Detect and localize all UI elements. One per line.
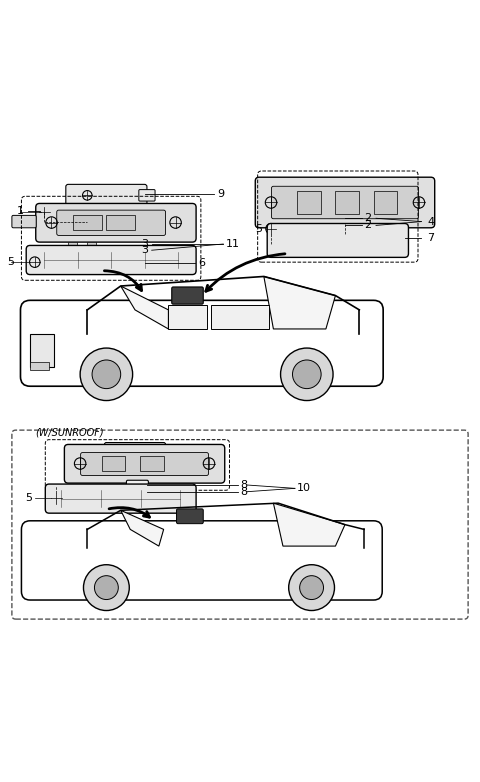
FancyBboxPatch shape (160, 445, 174, 455)
Bar (373, 191, 397, 214)
Circle shape (300, 576, 324, 600)
Bar (102, 457, 125, 471)
Text: 8: 8 (240, 486, 247, 497)
FancyBboxPatch shape (81, 453, 208, 475)
Text: 9: 9 (217, 189, 225, 199)
Text: 8: 8 (240, 480, 247, 490)
FancyBboxPatch shape (105, 443, 166, 458)
FancyBboxPatch shape (272, 186, 419, 219)
FancyBboxPatch shape (126, 487, 148, 497)
Bar (107, 215, 135, 230)
Bar (140, 457, 164, 471)
Circle shape (92, 360, 120, 389)
Bar (87, 242, 96, 247)
Polygon shape (264, 277, 336, 329)
Bar (68, 242, 77, 247)
Text: (W/SUNROOF): (W/SUNROOF) (35, 428, 103, 438)
Circle shape (84, 565, 129, 611)
Text: 3: 3 (141, 246, 148, 255)
Circle shape (281, 348, 333, 400)
Text: 5: 5 (25, 493, 32, 504)
FancyBboxPatch shape (22, 521, 382, 600)
Text: 3: 3 (141, 239, 148, 249)
Polygon shape (120, 511, 164, 546)
Text: 5: 5 (7, 257, 14, 267)
FancyBboxPatch shape (26, 246, 196, 274)
Bar (30, 362, 49, 370)
FancyBboxPatch shape (66, 185, 147, 206)
FancyBboxPatch shape (139, 189, 155, 201)
FancyBboxPatch shape (172, 287, 203, 304)
FancyBboxPatch shape (177, 509, 203, 524)
Text: 7: 7 (427, 233, 434, 243)
Bar (168, 305, 206, 329)
FancyBboxPatch shape (321, 224, 345, 235)
Bar (73, 215, 102, 230)
FancyBboxPatch shape (21, 300, 383, 386)
FancyBboxPatch shape (36, 203, 196, 242)
Text: 4: 4 (427, 217, 434, 227)
Text: 2: 2 (364, 213, 371, 223)
Bar (211, 305, 269, 329)
FancyBboxPatch shape (126, 480, 148, 490)
Polygon shape (120, 286, 168, 329)
FancyBboxPatch shape (267, 224, 408, 257)
Circle shape (95, 576, 118, 600)
Text: 2: 2 (364, 221, 371, 231)
Text: 5: 5 (255, 224, 263, 234)
Circle shape (292, 360, 321, 389)
Bar (297, 191, 321, 214)
Polygon shape (274, 503, 345, 546)
FancyBboxPatch shape (45, 484, 196, 513)
FancyBboxPatch shape (12, 215, 36, 228)
FancyBboxPatch shape (255, 178, 435, 228)
Text: 1: 1 (17, 206, 24, 216)
Circle shape (288, 565, 335, 611)
Bar (30, 334, 54, 367)
FancyBboxPatch shape (64, 444, 225, 483)
Bar (336, 191, 360, 214)
FancyBboxPatch shape (57, 210, 166, 235)
Text: 10: 10 (297, 483, 311, 493)
Text: 11: 11 (226, 239, 240, 249)
FancyBboxPatch shape (321, 233, 345, 243)
Text: 6: 6 (198, 258, 205, 268)
Circle shape (80, 348, 132, 400)
